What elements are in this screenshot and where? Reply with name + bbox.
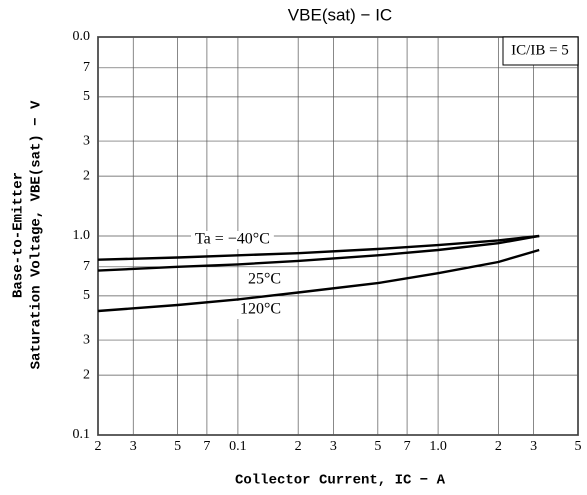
series-label: Ta = −40°C xyxy=(195,231,270,248)
x-tick-label: 3 xyxy=(130,439,137,454)
x-tick-label: 3 xyxy=(330,439,337,454)
label-background xyxy=(236,301,286,319)
y-tick-label: 7 xyxy=(83,60,90,75)
x-tick-label: 7 xyxy=(404,439,411,454)
chart-title: VBE(sat) − IC xyxy=(288,5,392,24)
x-tick-label: 2 xyxy=(295,439,302,454)
x-tick-label: 0.1 xyxy=(229,439,247,454)
series-label: 25°C xyxy=(248,271,281,288)
x-tick-label: 5 xyxy=(374,439,381,454)
x-tick-label: 7 xyxy=(203,439,210,454)
series-line xyxy=(97,234,540,272)
label-background xyxy=(191,231,274,249)
x-axis-label: Collector Current, IC − A xyxy=(235,473,446,489)
x-tick-label: 2 xyxy=(495,439,502,454)
y-tick-label: 7 xyxy=(83,259,90,274)
y-tick-label: 1.0 xyxy=(73,228,91,243)
annotation: IC/IB = 5 xyxy=(511,42,569,58)
x-tick-label: 1.0 xyxy=(429,439,447,454)
y-tick-label: 5 xyxy=(83,288,90,303)
y-axis-label: Base-to-Emitter xyxy=(11,172,27,298)
y-tick-label: 3 xyxy=(83,332,90,347)
series-label: 120°C xyxy=(240,301,281,318)
y-axis-label: Saturation Voltage, VBE(sat) − V xyxy=(29,100,45,369)
annotation-box xyxy=(502,36,579,66)
y-tick-label: 2 xyxy=(83,367,90,382)
x-tick-label: 5 xyxy=(575,439,582,454)
x-tick-label: 5 xyxy=(174,439,181,454)
y-tick-label: 5 xyxy=(83,89,90,104)
y-tick-label: 2 xyxy=(83,168,90,183)
y-tick-label: 3 xyxy=(83,133,90,148)
x-tick-label: 2 xyxy=(95,439,102,454)
series-line xyxy=(97,248,540,313)
x-tick-label: 3 xyxy=(530,439,537,454)
y-tick-label: 0.1 xyxy=(73,427,91,442)
y-tick-label: 0.0 xyxy=(73,29,91,44)
label-background xyxy=(244,271,286,289)
series-line xyxy=(97,234,540,261)
